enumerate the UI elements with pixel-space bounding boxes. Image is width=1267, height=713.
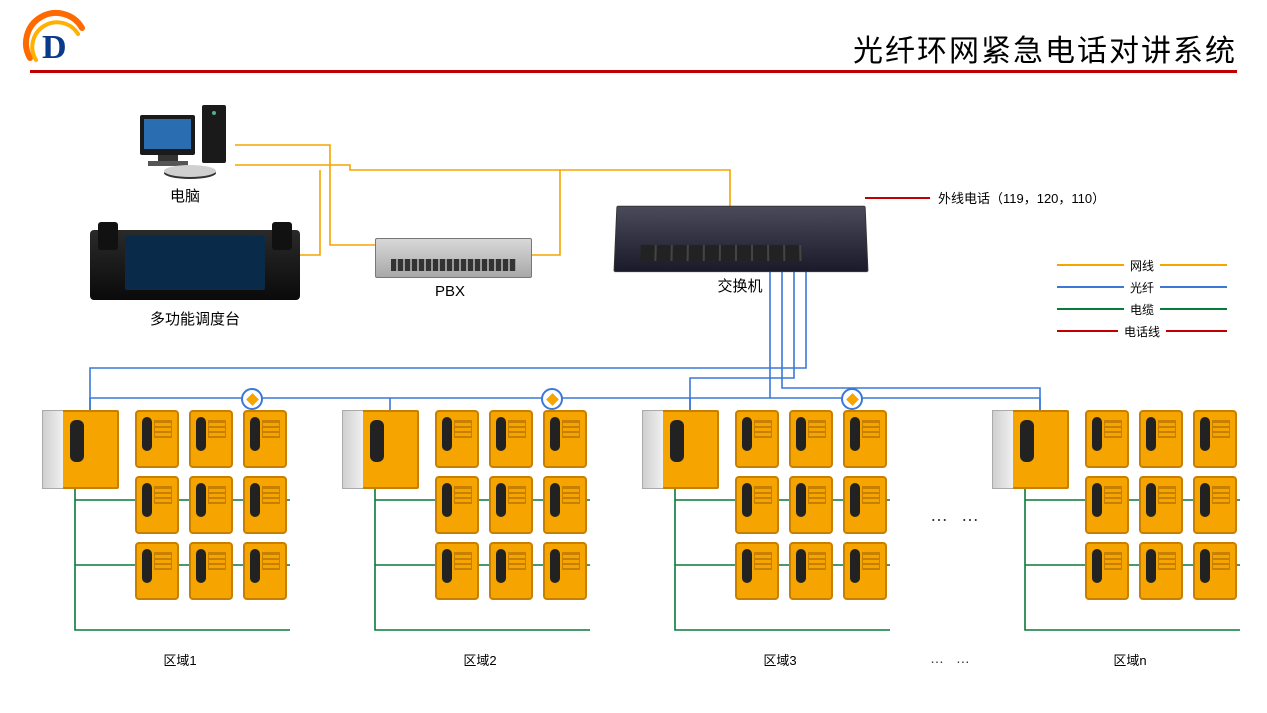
phone-icon [789,410,833,468]
phone-icon [843,410,887,468]
phone-icon [489,410,533,468]
fiber-joiner-icon [841,388,863,410]
console-icon [90,230,300,300]
zone-box-icon [360,410,419,489]
phone-icon [243,476,287,534]
phone-icon [189,410,233,468]
phone-icon [189,542,233,600]
phone-grid [735,410,885,600]
phone-icon [1085,476,1129,534]
zone-label: 区域n [1090,650,1170,669]
legend: 网线 光纤 电缆 电话线 [1057,255,1227,343]
phone-icon [435,410,479,468]
phone-grid [435,410,585,600]
phone-icon [543,410,587,468]
phone-icon [489,542,533,600]
external-phone-label: 外线电话（119，120，110） [938,188,1105,207]
pbx-label: PBX [420,283,480,300]
zone-box-icon [660,410,719,489]
phone-icon [735,410,779,468]
console-label: 多功能调度台 [130,308,260,329]
phone-icon [789,476,833,534]
phone-icon [1193,410,1237,468]
phone-icon [1139,476,1183,534]
fiber-joiner-icon [541,388,563,410]
phone-icon [243,410,287,468]
zone-label: 区域1 [140,650,220,669]
ellipsis: … … [930,505,983,526]
zone-box-icon [1010,410,1069,489]
phone-icon [1085,542,1129,600]
phone-icon [189,476,233,534]
phone-icon [135,476,179,534]
phone-icon [243,542,287,600]
ellipsis: … … [930,650,974,666]
phone-icon [1085,410,1129,468]
phone-grid [135,410,285,600]
phone-icon [543,476,587,534]
computer-icon [140,105,235,180]
fiber-joiner-icon [241,388,263,410]
phone-icon [1193,476,1237,534]
phone-icon [735,476,779,534]
phone-icon [543,542,587,600]
phone-icon [435,476,479,534]
external-phone-line [865,197,930,199]
switch-icon [614,206,869,272]
pbx-icon [375,238,532,278]
computer-label: 电脑 [155,185,215,206]
phone-icon [135,410,179,468]
phone-icon [735,542,779,600]
legend-item: 网线 [1057,255,1227,275]
phone-icon [489,476,533,534]
phone-icon [435,542,479,600]
phone-icon [1193,542,1237,600]
legend-item: 光纤 [1057,277,1227,297]
phone-icon [135,542,179,600]
phone-icon [789,542,833,600]
switch-label: 交换机 [690,275,790,296]
phone-icon [1139,542,1183,600]
phone-icon [843,476,887,534]
legend-item: 电缆 [1057,299,1227,319]
phone-icon [843,542,887,600]
phone-grid [1085,410,1235,600]
zone-label: 区域2 [440,650,520,669]
legend-item: 电话线 [1057,321,1227,341]
zone-box-icon [60,410,119,489]
phone-icon [1139,410,1183,468]
zone-label: 区域3 [740,650,820,669]
